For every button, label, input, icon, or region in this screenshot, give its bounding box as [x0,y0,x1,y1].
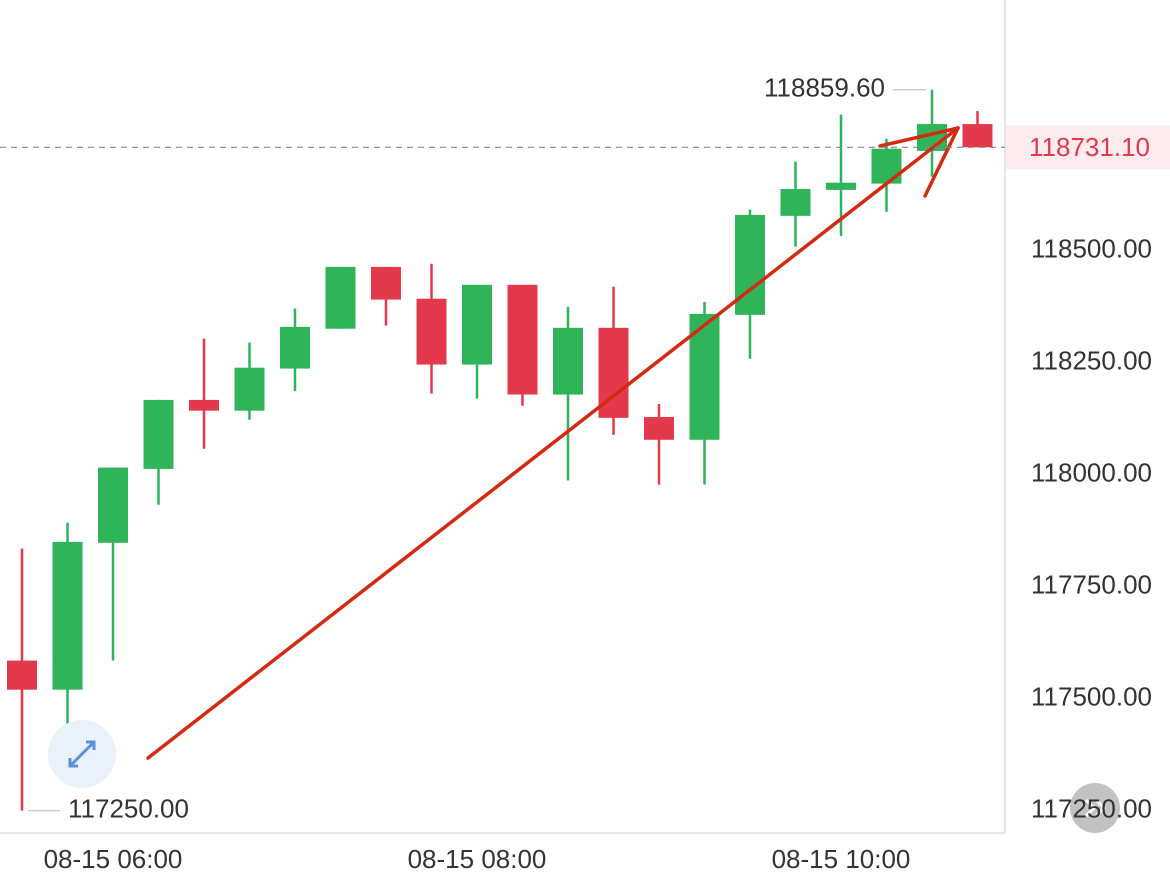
candle-body [962,124,993,148]
last-price-label: 118731.10 [1029,132,1150,162]
y-tick-label: 117750.00 [1031,570,1152,600]
arrow-head [923,126,960,198]
y-tick-label: 117500.00 [1031,682,1152,712]
high-label: 118859.60 [764,73,885,103]
last-price-box [1006,125,1170,170]
candle-body [52,541,83,690]
x-tick-label: 08-15 10:00 [772,844,911,874]
candle-body [780,188,811,216]
candle-body [644,416,674,440]
y-tick-label: 118500.00 [1031,234,1152,264]
candle-body [98,467,128,543]
x-tick-label: 08-15 08:00 [408,844,547,874]
candle-body [553,327,583,395]
y-tick-label: 118000.00 [1031,458,1152,488]
candle-body [325,266,356,329]
candle-body [826,182,856,190]
candle-body [416,298,447,365]
x-tick-label: 08-15 06:00 [44,844,183,874]
arrow-head [878,126,960,148]
y-tick-label: 117250.00 [1031,793,1152,823]
expand-button[interactable] [48,720,116,788]
candle-body [143,399,174,469]
y-tick-label: 118250.00 [1031,346,1152,376]
low-label: 117250.00 [68,793,189,823]
candle-body [462,284,492,365]
candle-body [371,266,401,300]
candle-body [507,284,538,395]
arrow-line [146,126,960,760]
candles [7,89,993,811]
scroll-button[interactable] [1070,783,1120,833]
trend-arrow [146,126,960,760]
expand-icon [68,740,96,768]
candle-body [189,399,219,411]
candle-body [7,660,37,690]
candle-body [871,148,902,184]
candle-body [280,326,310,369]
scroll-icon [1084,798,1107,818]
candle-body [234,367,265,411]
